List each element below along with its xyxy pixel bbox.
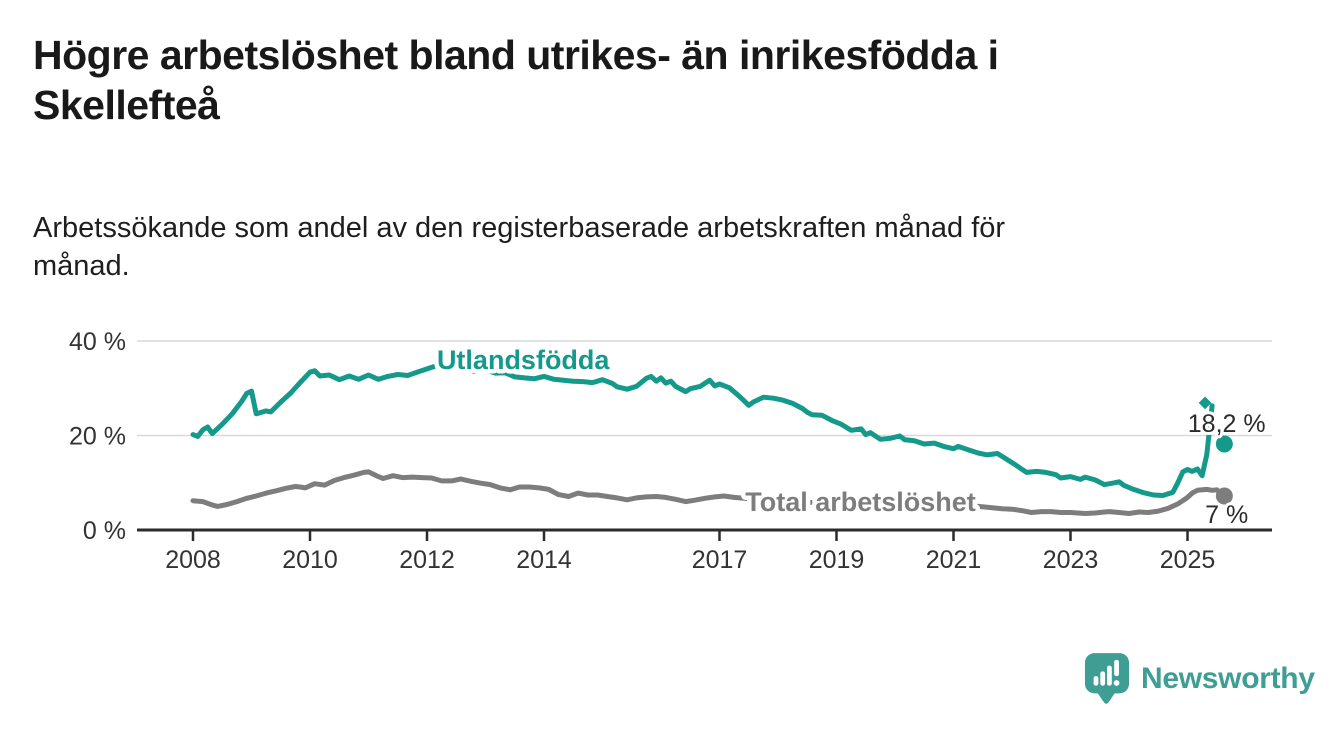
page-title: Högre arbetslöshet bland utrikes- än inr… xyxy=(33,32,999,129)
newsworthy-logo-text: Newsworthy xyxy=(1141,662,1315,695)
latest-value-label-utlandsfodda: 18,2 % xyxy=(1188,410,1266,438)
x-tick-label: 2010 xyxy=(282,546,338,574)
x-tick-label: 2008 xyxy=(165,546,221,574)
series-line-utlandsfodda xyxy=(190,359,1215,498)
x-tick-label: 2012 xyxy=(399,546,455,574)
x-tick-label: 2023 xyxy=(1043,546,1099,574)
y-tick-label: 0 % xyxy=(83,517,126,545)
series-label-utlandsfodda: Utlandsfödda xyxy=(437,345,610,375)
newsworthy-logo: Newsworthy xyxy=(1084,653,1315,705)
y-tick-label: 20 % xyxy=(69,423,126,451)
x-tick-label: 2014 xyxy=(516,546,572,574)
latest-value-label-total: 7 % xyxy=(1205,501,1248,529)
x-tick-label: 2025 xyxy=(1160,546,1216,574)
x-tick-label: 2017 xyxy=(692,546,748,574)
bar-chart-speech-bubble-icon xyxy=(1084,653,1130,704)
latest-value-dot-total xyxy=(1215,487,1233,505)
x-tick-label: 2021 xyxy=(926,546,982,574)
page-subtitle: Arbetssökande som andel av den registerb… xyxy=(33,212,1006,282)
series-label-total: Total arbetslöshet xyxy=(745,487,976,517)
x-tick-label: 2019 xyxy=(809,546,865,574)
series-line-total xyxy=(190,469,1223,516)
latest-value-dot-utlandsfodda xyxy=(1215,435,1233,453)
y-tick-label: 40 % xyxy=(69,328,126,356)
